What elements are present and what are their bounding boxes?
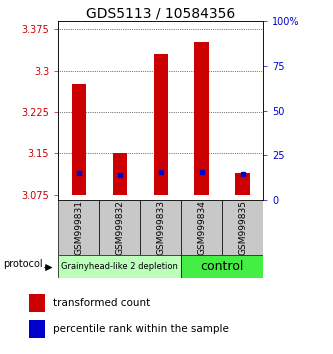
Text: GSM999833: GSM999833 <box>156 200 165 255</box>
Text: GSM999831: GSM999831 <box>74 200 83 255</box>
Bar <box>72 85 86 194</box>
Bar <box>235 172 250 194</box>
Bar <box>58 255 181 278</box>
Bar <box>29 320 45 338</box>
Bar <box>59 200 99 255</box>
Bar <box>222 200 263 255</box>
Text: GSM999834: GSM999834 <box>197 200 206 255</box>
Bar <box>100 200 140 255</box>
Bar <box>181 200 222 255</box>
Bar <box>113 153 127 194</box>
Text: percentile rank within the sample: percentile rank within the sample <box>53 324 228 334</box>
Bar <box>181 255 263 278</box>
Bar <box>29 294 45 312</box>
Text: GSM999835: GSM999835 <box>238 200 247 255</box>
Text: control: control <box>200 260 244 273</box>
Bar <box>154 54 168 194</box>
Bar <box>141 200 181 255</box>
Text: protocol: protocol <box>3 259 43 269</box>
Text: transformed count: transformed count <box>53 298 150 308</box>
Text: GSM999832: GSM999832 <box>115 200 124 255</box>
Text: Grainyhead-like 2 depletion: Grainyhead-like 2 depletion <box>61 262 178 271</box>
Bar <box>194 42 209 194</box>
Title: GDS5113 / 10584356: GDS5113 / 10584356 <box>86 6 235 20</box>
